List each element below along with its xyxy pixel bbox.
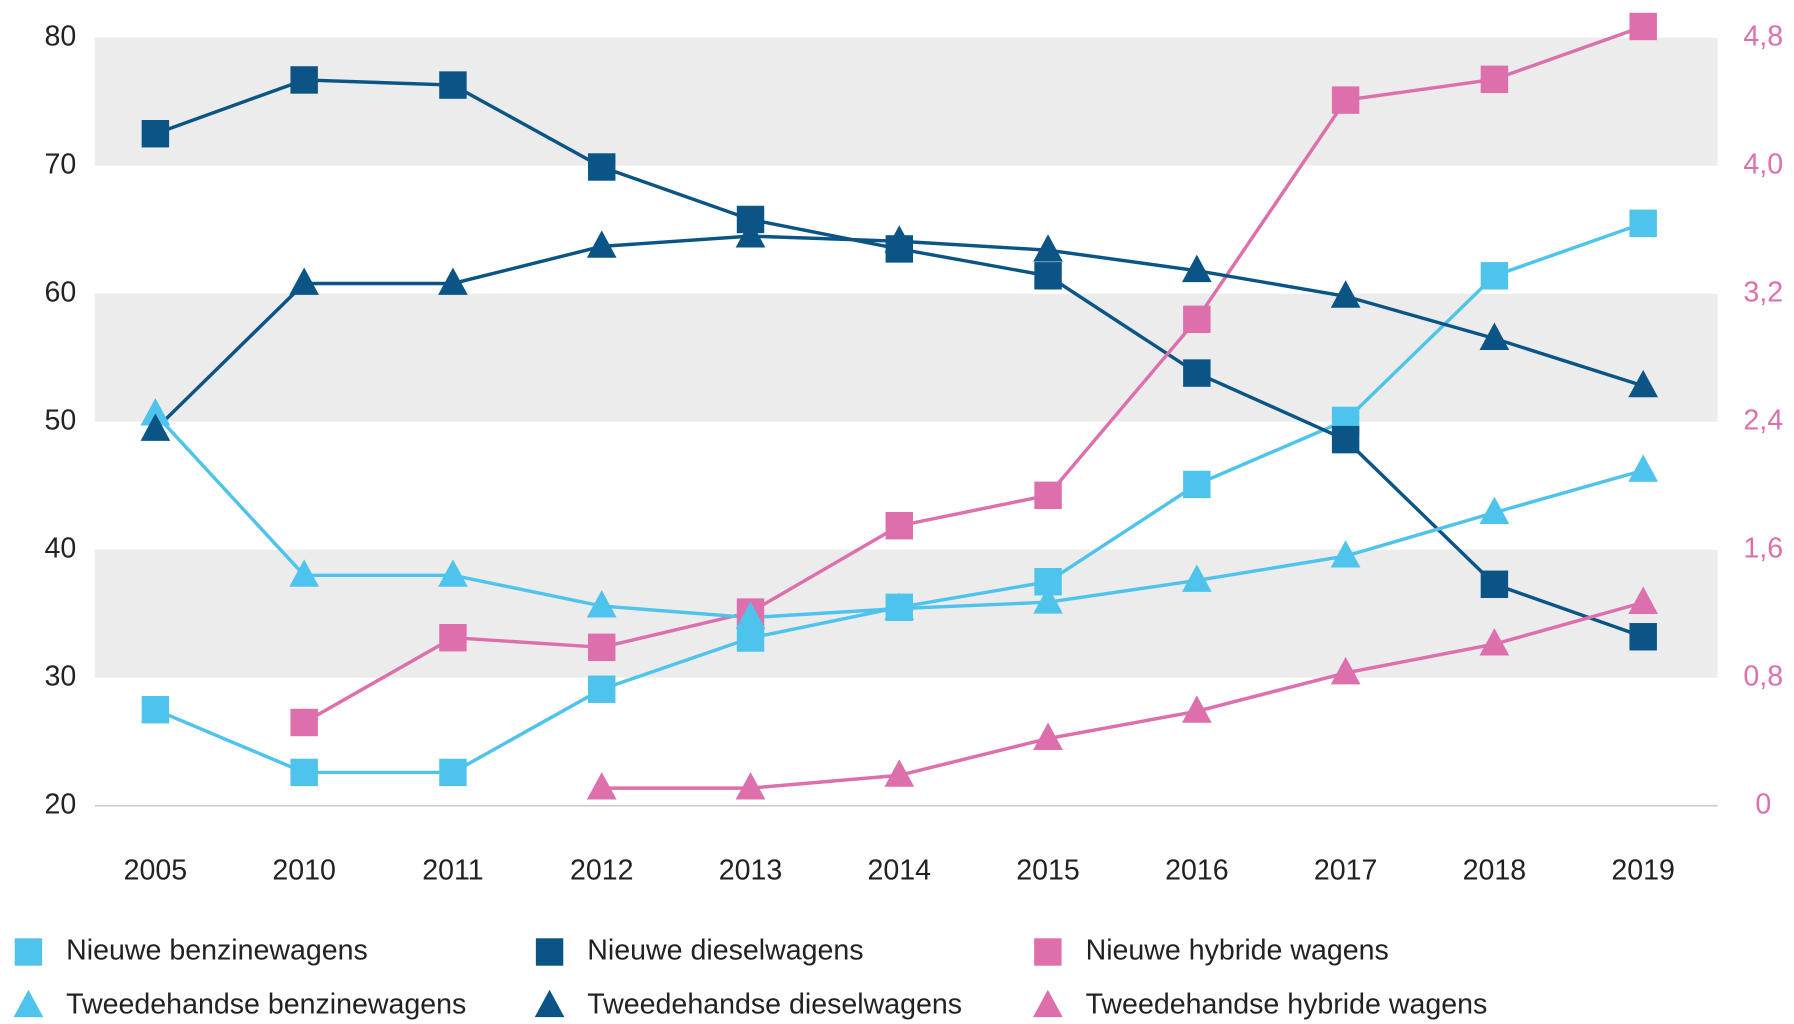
y2-tick-label: 0 <box>1755 788 1771 820</box>
y2-tick-label: 4,8 <box>1743 20 1783 52</box>
series-line <box>303 24 1644 725</box>
background-band <box>94 37 1718 166</box>
data-point <box>290 708 318 737</box>
legend-marker <box>13 989 44 1018</box>
data-point <box>1629 623 1657 651</box>
y-tick-label: 20 <box>45 788 77 820</box>
x-tick-label: 2005 <box>124 855 188 887</box>
data-point <box>1183 359 1211 387</box>
data-point <box>140 413 171 441</box>
data-point <box>1331 425 1360 454</box>
data-point <box>289 559 320 587</box>
data-point <box>1034 481 1062 510</box>
data-point <box>141 120 170 148</box>
data-point <box>439 624 467 652</box>
data-point <box>1480 65 1509 94</box>
data-point <box>588 153 616 181</box>
data-point <box>438 559 468 587</box>
data-point <box>1181 695 1212 723</box>
x-tick-label: 2018 <box>1463 855 1527 887</box>
data-point <box>140 398 171 426</box>
data-point <box>1628 454 1659 482</box>
data-point <box>1628 369 1659 398</box>
data-point <box>1181 254 1212 283</box>
legend-label: Nieuwe benzinewagens <box>66 935 368 967</box>
data-point <box>884 759 915 787</box>
y2-tick-label: 1,6 <box>1743 532 1783 564</box>
data-point <box>1331 86 1360 114</box>
x-tick-label: 2017 <box>1314 855 1378 887</box>
data-point <box>735 772 766 800</box>
x-tick-label: 2016 <box>1165 855 1229 887</box>
y-tick-label: 30 <box>45 660 77 692</box>
data-point <box>588 633 616 662</box>
y-tick-label: 60 <box>45 276 77 308</box>
x-tick-label: 2010 <box>272 855 336 887</box>
data-point <box>586 772 617 800</box>
y-tick-label: 80 <box>45 20 77 52</box>
data-point <box>290 758 318 787</box>
legend-marker <box>534 989 565 1018</box>
x-tick-label: 2011 <box>422 855 483 887</box>
legend-label: Tweedehandse benzinewagens <box>66 988 466 1020</box>
y2-tick-label: 3,2 <box>1743 276 1783 308</box>
data-point <box>1479 628 1510 656</box>
data-point <box>1183 470 1211 499</box>
data-point <box>1330 540 1361 568</box>
data-point <box>289 267 320 295</box>
legend-label: Nieuwe hybride wagens <box>1086 935 1389 967</box>
data-point <box>1033 722 1063 750</box>
data-point <box>885 512 913 540</box>
data-point <box>1181 564 1212 592</box>
data-point <box>438 267 468 295</box>
data-point <box>884 592 915 621</box>
legend-marker <box>535 938 564 966</box>
data-point <box>1629 209 1657 238</box>
legend-label: Tweedehandse hybride wagens <box>1086 988 1488 1020</box>
y2-tick-label: 2,4 <box>1743 404 1783 436</box>
legend-marker <box>1033 989 1063 1018</box>
y-tick-label: 40 <box>45 532 77 564</box>
y-tick-label: 70 <box>45 148 77 180</box>
data-point <box>1183 305 1211 334</box>
x-tick-label: 2013 <box>719 855 783 887</box>
data-point <box>439 71 467 99</box>
legend-label: Nieuwe dieselwagens <box>587 935 863 967</box>
x-tick-label: 2014 <box>868 855 932 887</box>
data-point <box>1479 496 1510 525</box>
data-point <box>884 225 915 253</box>
legend-marker <box>1034 938 1062 966</box>
y2-tick-label: 0,8 <box>1743 660 1783 692</box>
data-point <box>1034 262 1062 290</box>
y2-tick-label: 4,0 <box>1743 148 1783 180</box>
data-point <box>141 696 170 724</box>
data-point <box>1330 656 1361 685</box>
legend-label: Tweedehandse dieselwagens <box>587 988 962 1020</box>
data-point <box>290 66 318 94</box>
x-tick-label: 2015 <box>1016 855 1080 887</box>
data-point <box>588 675 616 703</box>
background-band <box>94 293 1718 422</box>
data-point <box>1480 570 1509 598</box>
data-point <box>586 590 617 618</box>
data-point <box>586 230 617 258</box>
data-point <box>1480 262 1509 290</box>
legend-marker <box>14 938 43 966</box>
data-point <box>439 758 467 787</box>
data-point <box>735 601 766 629</box>
x-tick-label: 2019 <box>1611 855 1675 887</box>
data-point <box>1479 322 1510 350</box>
y-tick-label: 50 <box>45 404 77 436</box>
data-point <box>1033 234 1063 262</box>
data-point <box>1330 280 1361 308</box>
data-point <box>1628 586 1659 614</box>
data-point <box>1033 586 1063 614</box>
x-tick-label: 2012 <box>570 855 634 887</box>
data-point <box>735 220 766 248</box>
series-line <box>601 600 1644 790</box>
data-point <box>1629 12 1657 41</box>
